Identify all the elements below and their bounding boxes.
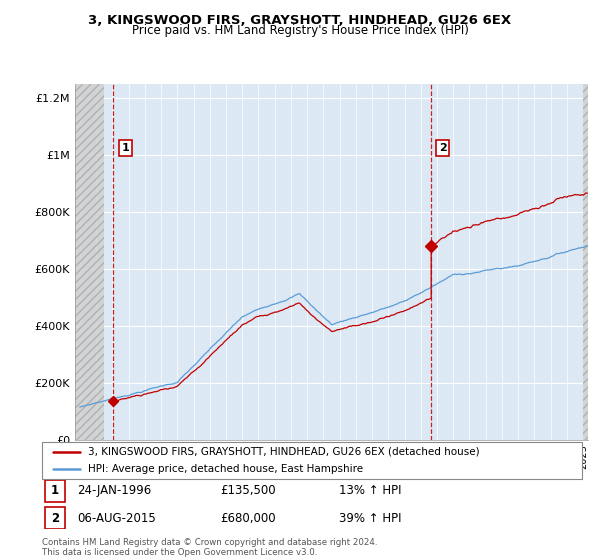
FancyBboxPatch shape bbox=[45, 507, 65, 529]
FancyBboxPatch shape bbox=[45, 480, 65, 502]
Bar bbox=[583, 84, 588, 440]
Text: Price paid vs. HM Land Registry's House Price Index (HPI): Price paid vs. HM Land Registry's House … bbox=[131, 24, 469, 37]
Text: 1: 1 bbox=[122, 143, 130, 153]
Text: 39% ↑ HPI: 39% ↑ HPI bbox=[339, 512, 401, 525]
Text: 24-JAN-1996: 24-JAN-1996 bbox=[77, 484, 151, 497]
Text: Contains HM Land Registry data © Crown copyright and database right 2024.
This d: Contains HM Land Registry data © Crown c… bbox=[42, 538, 377, 557]
Text: 06-AUG-2015: 06-AUG-2015 bbox=[77, 512, 156, 525]
Text: 2: 2 bbox=[51, 512, 59, 525]
Bar bbox=[75, 84, 104, 440]
Text: £680,000: £680,000 bbox=[220, 512, 276, 525]
Text: 2: 2 bbox=[439, 143, 447, 153]
FancyBboxPatch shape bbox=[42, 442, 582, 479]
Text: 1: 1 bbox=[51, 484, 59, 497]
Text: £135,500: £135,500 bbox=[220, 484, 276, 497]
Text: 3, KINGSWOOD FIRS, GRAYSHOTT, HINDHEAD, GU26 6EX: 3, KINGSWOOD FIRS, GRAYSHOTT, HINDHEAD, … bbox=[88, 14, 512, 27]
Text: 3, KINGSWOOD FIRS, GRAYSHOTT, HINDHEAD, GU26 6EX (detached house): 3, KINGSWOOD FIRS, GRAYSHOTT, HINDHEAD, … bbox=[88, 446, 479, 456]
Text: HPI: Average price, detached house, East Hampshire: HPI: Average price, detached house, East… bbox=[88, 464, 363, 474]
Text: 13% ↑ HPI: 13% ↑ HPI bbox=[339, 484, 401, 497]
